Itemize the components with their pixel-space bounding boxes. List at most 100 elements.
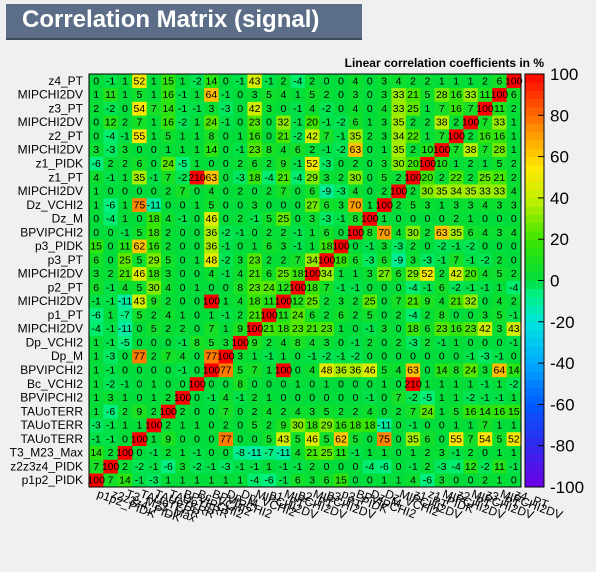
cell-value-label: 2 — [410, 241, 416, 253]
colorbar-segment — [525, 387, 544, 397]
cell-value-label: -4 — [293, 75, 302, 87]
heatmap-cell — [233, 459, 248, 474]
heatmap-cell — [420, 308, 435, 323]
heatmap-cell — [247, 404, 263, 419]
cell-value-label: 5 — [208, 199, 214, 211]
cell-value-label: 0 — [367, 75, 373, 87]
cell-value-label: 7 — [396, 296, 402, 308]
heatmap-cell — [477, 87, 493, 102]
heatmap-cell — [362, 376, 378, 391]
cell-value-label: 100 — [131, 433, 149, 445]
heatmap-cell — [391, 225, 407, 240]
heatmap-cell — [261, 280, 277, 295]
heatmap-cell — [146, 74, 162, 89]
heatmap-cell — [463, 197, 479, 212]
cell-value-label: 0 — [295, 351, 301, 363]
heatmap-cell — [175, 445, 191, 460]
heatmap-cell — [348, 418, 363, 433]
heatmap-cell — [506, 349, 522, 364]
colorbar-segment — [525, 354, 544, 364]
cell-value-label: 25 — [306, 296, 318, 308]
heatmap-cell — [348, 184, 363, 199]
cell-value-label: 6 — [468, 227, 474, 239]
heatmap-cell — [204, 197, 219, 212]
heatmap-cell — [146, 390, 162, 405]
heatmap-cell — [132, 87, 147, 102]
cell-value-label: 2 — [165, 323, 171, 335]
cell-value-label: 4 — [122, 282, 128, 294]
cell-value-label: 0 — [208, 282, 214, 294]
heatmap-cell — [103, 280, 119, 295]
heatmap-cell — [477, 473, 493, 488]
heatmap-cell — [290, 225, 306, 240]
heatmap-cell — [132, 129, 147, 144]
cell-value-label: -2 — [509, 378, 518, 390]
cell-value-label: -1 — [336, 213, 345, 225]
cell-value-label: -1 — [264, 75, 273, 87]
heatmap-cell — [290, 445, 306, 460]
cell-value-label: 18 — [407, 323, 419, 335]
cell-value-label: 4 — [223, 392, 229, 404]
heatmap-cell — [362, 404, 378, 419]
heatmap-cell — [333, 115, 349, 130]
heatmap-cell — [175, 129, 191, 144]
y-tick-label: TAUoTERR — [21, 432, 84, 446]
cell-value-label: 2 — [165, 186, 171, 198]
cell-value-label: 18 — [335, 254, 347, 266]
cell-value-label: -1 — [236, 75, 245, 87]
cell-value-label: 0 — [496, 241, 502, 253]
heatmap-cell — [276, 335, 291, 350]
cell-value-label: -1 — [192, 103, 201, 115]
cell-value-label: 9 — [165, 433, 171, 445]
cell-value-label: -3 — [322, 213, 331, 225]
cell-value-label: 1 — [180, 309, 186, 321]
heatmap-cell — [492, 431, 507, 446]
cell-value-label: 12 — [278, 282, 290, 294]
cell-value-label: 0 — [93, 227, 99, 239]
heatmap-cell — [319, 431, 335, 446]
cell-value-label: 0 — [237, 406, 243, 418]
cell-value-label: 0 — [381, 337, 387, 349]
heatmap-cell — [492, 101, 507, 116]
heatmap-cell — [333, 266, 349, 281]
heatmap-cell — [391, 101, 407, 116]
cell-value-label: 1 — [424, 130, 430, 142]
cell-value-label: 33 — [494, 117, 506, 129]
colorbar-tick-label: -40 — [550, 354, 575, 373]
colorbar-segment — [525, 478, 544, 488]
cell-value-label: 0 — [338, 378, 344, 390]
cell-value-label: 100 — [476, 103, 494, 115]
heatmap-cell — [391, 156, 407, 171]
cell-value-label: -1 — [365, 323, 374, 335]
cell-value-label: 25 — [119, 254, 131, 266]
heatmap-cell — [161, 184, 176, 199]
heatmap-cell — [333, 376, 349, 391]
cell-value-label: -11 — [118, 296, 133, 308]
colorbar-tick-label: 60 — [550, 148, 569, 167]
cell-value-label: 4 — [165, 282, 171, 294]
heatmap-cell — [377, 280, 392, 295]
heatmap-cell — [377, 211, 392, 226]
cell-value-label: -3 — [480, 351, 489, 363]
cell-value-label: 1 — [424, 378, 430, 390]
cell-value-label: -1 — [322, 144, 331, 156]
cell-value-label: 1 — [208, 475, 214, 487]
cell-value-label: 1 — [511, 392, 517, 404]
cell-value-label: 3 — [208, 103, 214, 115]
heatmap-cell — [420, 418, 435, 433]
cell-value-label: 20 — [407, 158, 419, 170]
heatmap-cell — [218, 459, 234, 474]
heatmap-cell — [333, 404, 349, 419]
cell-value-label: 0 — [410, 213, 416, 225]
cell-value-label: 16 — [494, 406, 506, 418]
cell-value-label: 3 — [496, 323, 502, 335]
cell-value-label: 4 — [309, 337, 315, 349]
heatmap-cell — [477, 239, 493, 254]
cell-value-label: 2 — [93, 103, 99, 115]
cell-value-label: 100 — [289, 282, 307, 294]
cell-value-label: 0 — [468, 475, 474, 487]
cell-value-label: 4 — [309, 103, 315, 115]
heatmap-cell — [117, 87, 133, 102]
heatmap-cell — [449, 445, 464, 460]
colorbar-segment — [525, 404, 544, 414]
